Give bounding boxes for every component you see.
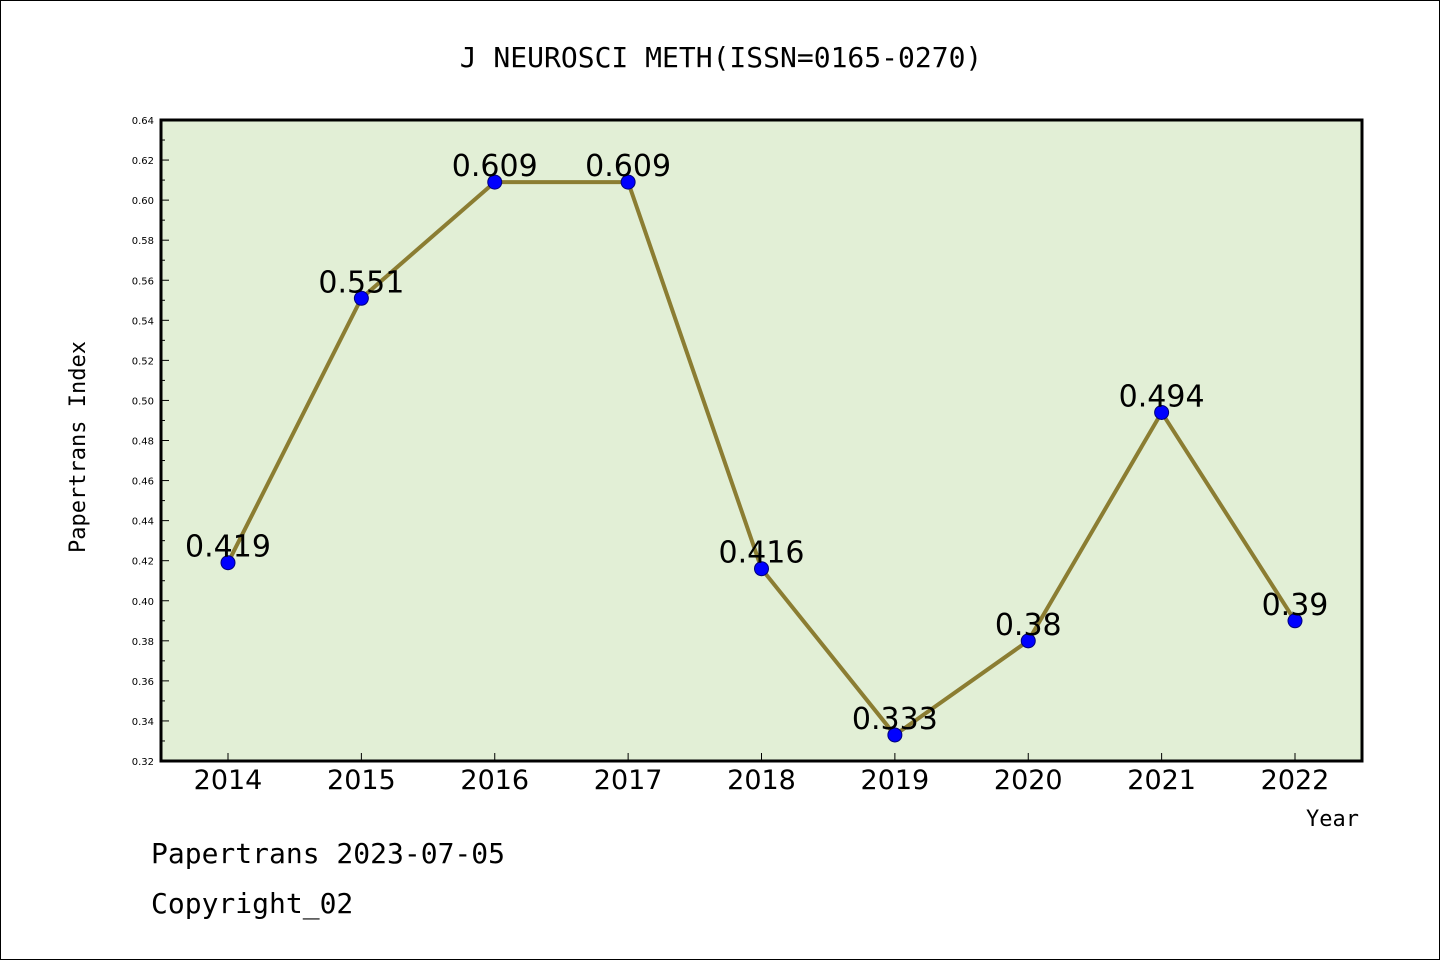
x-tick-label: 2014	[194, 765, 263, 796]
footer-copyright: Copyright_02	[151, 887, 353, 921]
y-tick-label: 0.40	[132, 597, 154, 608]
data-point-2017	[620, 174, 636, 190]
x-tick-label: 2017	[594, 765, 663, 796]
data-label-2014: 0.419	[185, 530, 271, 565]
y-tick-label: 0.60	[132, 196, 154, 207]
data-point-2021	[1154, 404, 1170, 420]
x-tick-label: 2018	[727, 765, 796, 796]
data-point-2022	[1287, 613, 1303, 629]
y-tick-label: 0.44	[132, 517, 154, 528]
data-label-2015: 0.551	[318, 265, 404, 300]
y-tick-label: 0.62	[132, 156, 154, 167]
data-label-2022: 0.39	[1262, 588, 1329, 623]
data-point-2016	[487, 174, 503, 190]
data-label-2017: 0.609	[585, 149, 671, 184]
x-tick-label: 2021	[1127, 765, 1196, 796]
y-tick-label: 0.38	[132, 637, 154, 648]
data-label-2016: 0.609	[452, 149, 538, 184]
y-axis-label: Papertrans Index	[66, 341, 91, 553]
series-papertrans-index	[220, 174, 1303, 743]
y-tick-label: 0.32	[132, 757, 154, 768]
data-label-2019: 0.333	[852, 702, 938, 737]
x-tick-label: 2016	[460, 765, 529, 796]
y-tick-label: 0.64	[132, 116, 154, 127]
data-label-2021: 0.494	[1119, 379, 1205, 414]
y-tick-label: 0.34	[132, 717, 154, 728]
y-tick-label: 0.46	[132, 477, 154, 488]
x-axis: 2014 2015 2016 2017 2018 2019 2020 2021 2022	[194, 753, 1330, 796]
footer-date: Papertrans 2023-07-05	[151, 837, 505, 870]
y-axis: 0.32 0.34 0.36 0.38 0.40 0.42 0.44 0.46 0.48 0.50…	[132, 116, 169, 768]
y-tick-label: 0.50	[132, 396, 154, 407]
y-tick-label: 0.42	[132, 557, 154, 568]
data-label-2018: 0.416	[719, 536, 805, 571]
plot-area	[159, 118, 1364, 763]
x-axis-label: Year	[1306, 807, 1359, 832]
y-tick-label: 0.56	[132, 276, 154, 287]
data-labels: 0.419 0.551 0.609 0.609 0.416 0.333 0.38 0.494 0…	[185, 149, 1328, 737]
y-tick-label: 0.52	[132, 356, 154, 367]
data-point-2020	[1020, 633, 1036, 649]
chart-title: J NEUROSCI METH(ISSN=0165-0270)	[460, 41, 983, 74]
y-tick-label: 0.36	[132, 677, 154, 688]
data-label-2020: 0.38	[995, 608, 1062, 643]
data-point-2018	[754, 561, 769, 577]
data-point-2015	[353, 290, 369, 306]
x-tick-label: 2022	[1261, 765, 1330, 796]
x-tick-label: 2020	[994, 765, 1063, 796]
y-tick-label: 0.48	[132, 437, 154, 448]
x-tick-label: 2015	[327, 765, 396, 796]
y-tick-label: 0.58	[132, 236, 154, 247]
x-tick-label: 2019	[861, 765, 930, 796]
data-point-2019	[887, 727, 903, 743]
data-point-2014	[220, 555, 236, 571]
y-tick-label: 0.54	[132, 316, 154, 327]
